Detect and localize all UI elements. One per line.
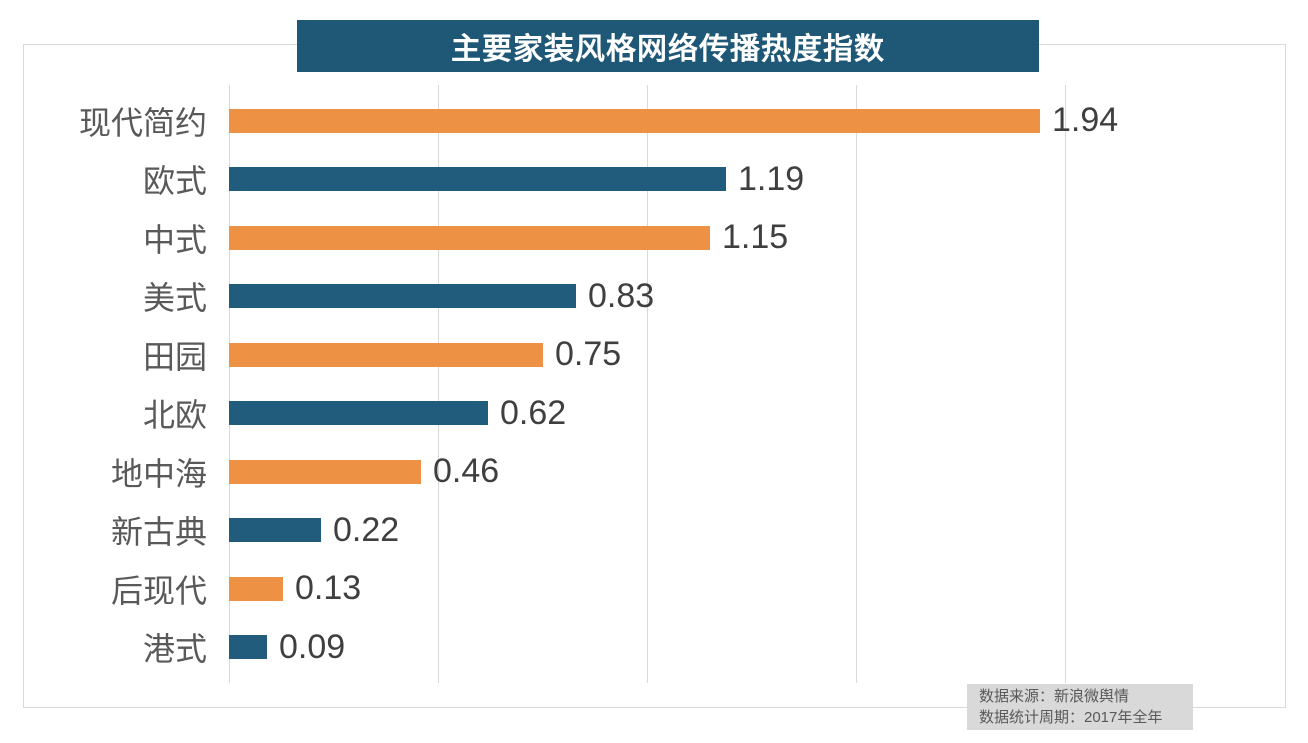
value-label: 0.75 — [555, 335, 622, 373]
category-label: 现代简约 — [78, 104, 207, 141]
gridline — [647, 85, 648, 683]
value-label: 0.09 — [279, 627, 346, 666]
value-label: 0.62 — [500, 393, 567, 432]
bar — [229, 108, 1040, 133]
chart-border-box — [23, 44, 1286, 708]
value-label: 0.83 — [588, 276, 655, 315]
category-label: 地中海 — [110, 455, 207, 492]
data-source-box: 数据来源：新浪微舆情 数据统计周期：2017年全年 — [967, 684, 1193, 730]
value-label: 1.15 — [722, 218, 789, 256]
bar — [229, 225, 710, 250]
bar — [229, 459, 421, 484]
bar — [229, 576, 283, 601]
data-source-line-1: 数据来源：新浪微舆情 — [979, 688, 1130, 705]
category-label: 港式 — [142, 631, 207, 667]
chart-title: 主要家装风格网络传播热度指数 — [451, 33, 885, 66]
category-label: 后现代 — [110, 572, 207, 609]
chart-title-banner: 主要家装风格网络传播热度指数 — [297, 20, 1039, 72]
bar — [229, 167, 726, 191]
value-label: 1.19 — [738, 159, 805, 198]
category-label: 欧式 — [142, 163, 207, 199]
data-source-line-2: 数据统计周期：2017年全年 — [979, 709, 1163, 726]
category-label: 北欧 — [142, 397, 207, 433]
category-label: 美式 — [142, 280, 207, 316]
gridline — [438, 85, 439, 683]
bar — [229, 518, 321, 542]
bar — [229, 401, 488, 425]
category-label: 新古典 — [110, 514, 207, 550]
gridline — [856, 85, 857, 683]
category-label: 田园 — [142, 338, 207, 375]
y-axis-line — [229, 85, 230, 683]
bar — [229, 342, 543, 367]
bar — [229, 635, 267, 659]
value-label: 0.46 — [433, 452, 500, 490]
category-label: 中式 — [142, 221, 207, 258]
bar — [229, 284, 576, 308]
value-label: 0.22 — [333, 510, 400, 549]
value-label: 0.13 — [295, 569, 362, 607]
gridline — [1065, 85, 1066, 683]
value-label: 1.94 — [1052, 101, 1119, 139]
